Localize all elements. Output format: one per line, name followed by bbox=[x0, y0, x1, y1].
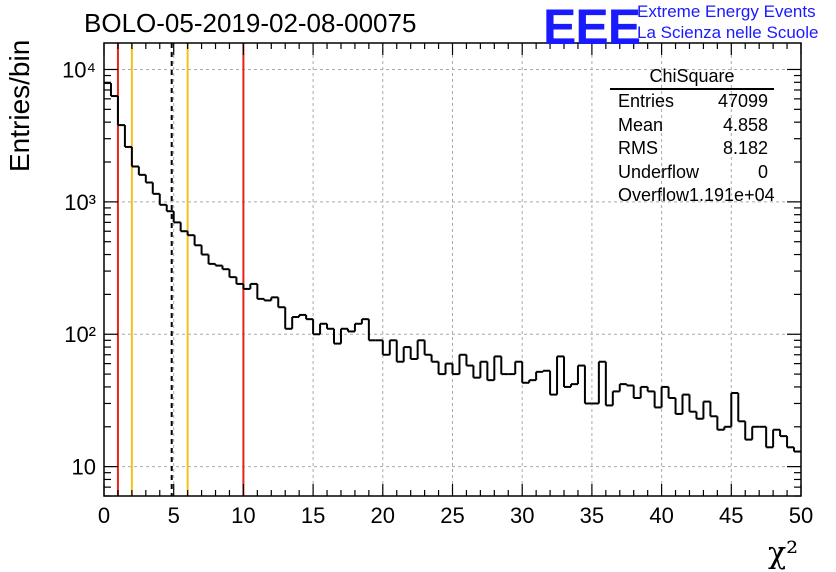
x-tick-label: 10 bbox=[231, 503, 255, 528]
stats-value: 47099 bbox=[717, 91, 768, 111]
stats-value: 8.182 bbox=[722, 138, 768, 158]
stats-row-overflow: Overflow 1.191e+04 bbox=[612, 184, 775, 208]
chart-title: BOLO-05-2019-02-08-00075 bbox=[84, 8, 417, 38]
stats-label: Overflow bbox=[618, 185, 690, 205]
x-tick-label: 25 bbox=[440, 503, 464, 528]
stats-row-mean: Mean 4.858 bbox=[612, 114, 774, 138]
stats-row-rms: RMS 8.182 bbox=[612, 137, 774, 161]
eee-logo-mark: EEE bbox=[543, 0, 641, 55]
logo-text-line-2: La Scienza nelle Scuole bbox=[637, 23, 819, 42]
y-tick-label: 10 bbox=[72, 455, 96, 480]
grid-layer bbox=[104, 43, 801, 496]
x-tick-label: 0 bbox=[98, 503, 110, 528]
x-tick-label: 15 bbox=[301, 503, 325, 528]
y-tick-label: 10³ bbox=[64, 190, 96, 215]
stats-label: Underflow bbox=[618, 161, 700, 182]
vertical-lines-layer bbox=[116, 43, 245, 496]
stats-label: Entries bbox=[618, 91, 675, 111]
stats-value: 4.858 bbox=[722, 114, 768, 135]
stats-row-underflow: Underflow 0 bbox=[612, 161, 774, 185]
stats-label: RMS bbox=[618, 138, 658, 158]
x-tick-label: 45 bbox=[719, 503, 743, 528]
logo-text-line-1: Extreme Energy Events bbox=[637, 2, 816, 21]
stats-value: 1.191e+04 bbox=[689, 185, 775, 205]
y-tick-label: 10⁴ bbox=[62, 57, 96, 82]
x-tick-label: 35 bbox=[580, 503, 604, 528]
stats-title: ChiSquare bbox=[610, 66, 774, 90]
stats-label: Mean bbox=[618, 114, 664, 135]
x-tick-label: 20 bbox=[371, 503, 395, 528]
stats-box: ChiSquare Entries 47099 Mean 4.858 RMS 8… bbox=[610, 66, 775, 208]
histogram-layer bbox=[104, 82, 801, 453]
x-tick-label: 50 bbox=[789, 503, 813, 528]
x-tick-label: 30 bbox=[510, 503, 534, 528]
y-tick-label: 10² bbox=[64, 322, 96, 347]
stats-value: 0 bbox=[757, 161, 768, 182]
x-axis-label: χ² bbox=[768, 536, 799, 571]
tick-layer: 0 5 10 15 20 25 30 35 40 45 50 10 10² 10³ 10⁴ bbox=[62, 43, 813, 528]
stats-row-entries: Entries 47099 bbox=[612, 90, 774, 114]
x-tick-label: 40 bbox=[649, 503, 673, 528]
x-tick-label: 5 bbox=[168, 503, 180, 528]
y-axis-label: Entries/bin bbox=[4, 39, 35, 172]
